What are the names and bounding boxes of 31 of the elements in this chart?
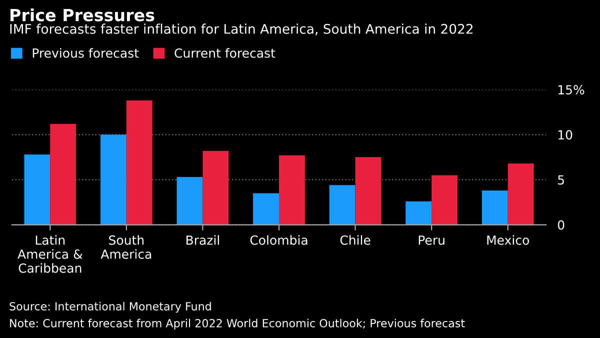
x-tick-label: Mexico xyxy=(487,235,529,245)
bar xyxy=(355,157,382,225)
bar xyxy=(482,190,508,225)
bar xyxy=(253,193,279,225)
y-tick-label: 10 xyxy=(558,130,572,140)
bar xyxy=(126,100,152,225)
chart-title: Price Pressures xyxy=(10,8,154,22)
bar xyxy=(432,175,458,225)
x-tick-label: Brazil xyxy=(186,235,219,245)
bar xyxy=(508,163,534,225)
y-tick-label: 15% xyxy=(558,85,584,94)
x-tick-label: South America xyxy=(100,235,152,259)
x-tick-label: Latin America & Caribbean xyxy=(18,235,82,273)
bar xyxy=(406,201,432,225)
bar xyxy=(329,185,356,225)
y-tick-label: 0 xyxy=(558,220,564,230)
bar xyxy=(100,134,126,225)
y-tick-label: 5 xyxy=(558,175,564,185)
x-tick-label: Chile xyxy=(340,235,370,245)
bar xyxy=(202,150,229,225)
legend-label: Current forecast xyxy=(174,48,276,58)
source-note: Source: International Monetary Fund xyxy=(10,302,211,313)
bar xyxy=(50,124,76,225)
bar xyxy=(176,177,203,225)
x-tick-label: Colombia xyxy=(250,235,308,245)
legend-label: Previous forecast xyxy=(32,48,139,58)
bar xyxy=(279,155,305,225)
chart-subtitle: IMF forecasts faster inflation for Latin America, South America in 2022 xyxy=(10,24,473,36)
text: Note: Current forecast from April 2022 World Economic Outlook; Previous forecast xyxy=(10,318,465,330)
x-tick-label: Peru xyxy=(418,236,444,245)
bar xyxy=(24,154,50,225)
